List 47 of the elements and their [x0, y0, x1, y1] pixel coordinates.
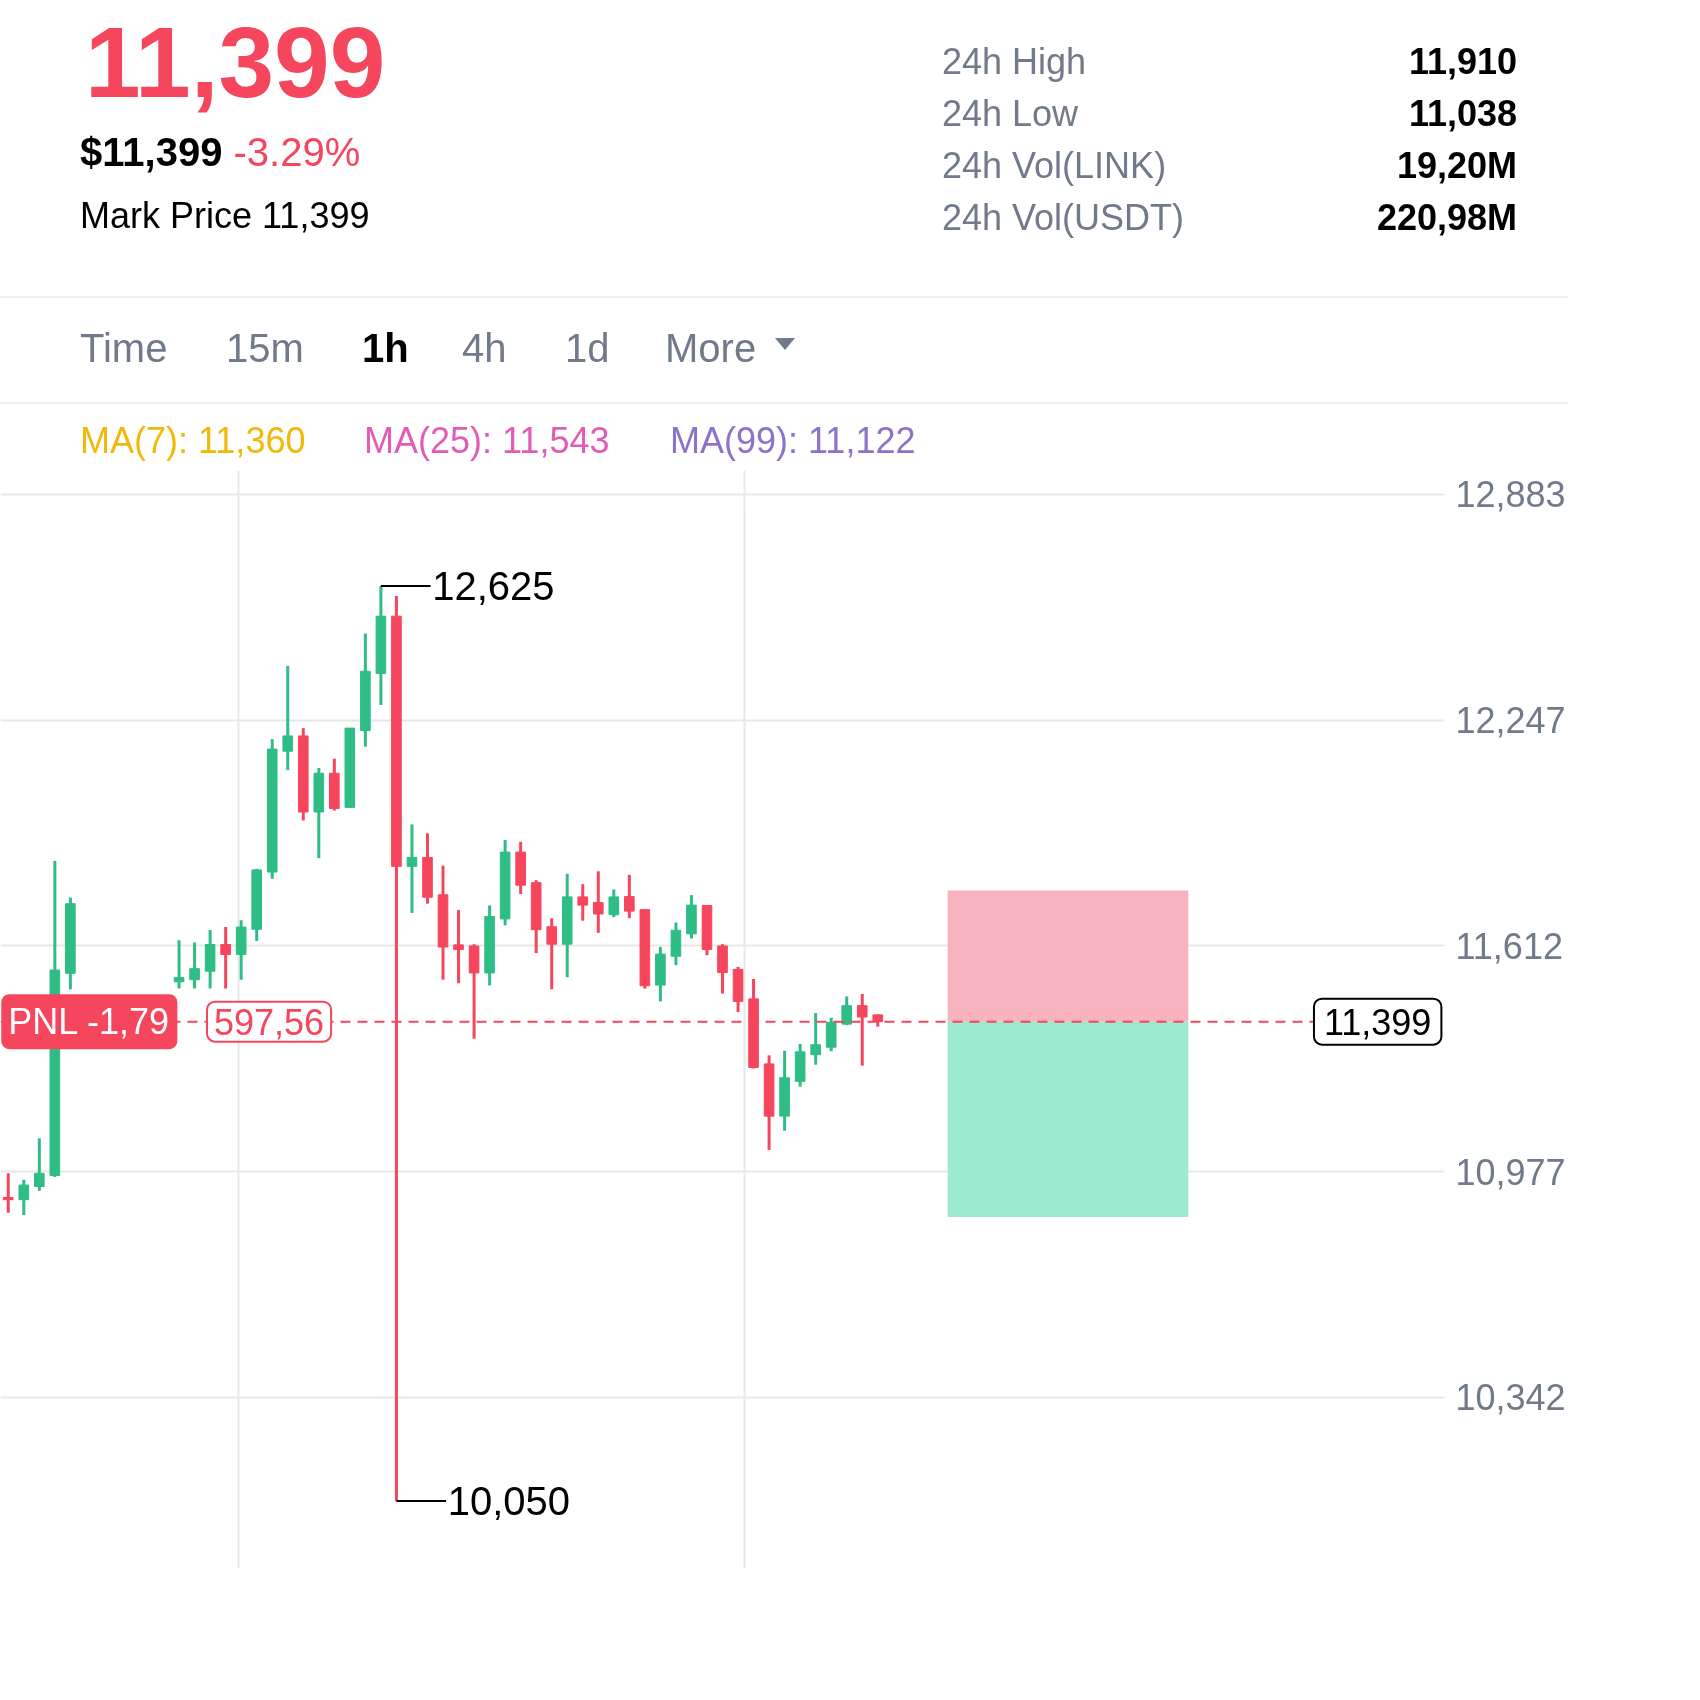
text: 19,20M: [1396, 145, 1517, 186]
text: MA(25): 11,543: [364, 420, 610, 461]
text: 11,038: [1408, 93, 1517, 134]
text: 220,98M: [1376, 197, 1517, 238]
y-tick-label: 12,883: [1455, 474, 1566, 516]
candlestick: [34, 1138, 45, 1191]
text: 11,910: [1408, 41, 1517, 82]
text: 1d: [565, 326, 610, 370]
candlestick: [173, 940, 185, 989]
annotation: PNL -1,79: [8, 1001, 170, 1043]
text: -3.29%: [233, 130, 361, 174]
text: 24h Low: [942, 93, 1079, 134]
annotation: 597,56: [214, 1001, 325, 1043]
text: 24h Vol(LINK): [942, 145, 1167, 186]
text: 1h: [362, 326, 409, 370]
y-tick-label: 10,342: [1455, 1377, 1566, 1419]
candlestick: [810, 1013, 821, 1065]
text: More: [665, 326, 757, 370]
candlestick: [841, 996, 853, 1027]
chart-title: 11,399: [85, 6, 386, 118]
candlestick: [406, 824, 418, 913]
text: 24h Vol(USDT): [942, 197, 1185, 238]
text: 4h: [462, 326, 507, 370]
y-tick-label: 11,612: [1455, 925, 1563, 967]
text: 15m: [226, 326, 304, 370]
candlestick: [2, 1173, 14, 1213]
annotation: 12,625: [432, 563, 555, 608]
candlestick: [592, 871, 604, 933]
text: 24h High: [942, 41, 1087, 82]
candlestick: [18, 1178, 30, 1215]
candlestick: [608, 889, 620, 919]
text: MA(99): 11,122: [670, 420, 916, 461]
candlestick: [282, 664, 294, 772]
candlestick: [577, 884, 589, 921]
candlestick: [220, 927, 231, 989]
annotation: 10,050: [447, 1478, 571, 1523]
candlestick: [453, 910, 464, 984]
candlestick: [546, 918, 558, 990]
ref-line-label: 11,399: [1323, 1001, 1432, 1043]
text: Mark Price 11,399: [80, 195, 370, 236]
candlestick: [189, 942, 200, 989]
candlestick: [624, 873, 635, 920]
y-tick-label: 12,247: [1455, 700, 1566, 742]
y-tick-label: 10,977: [1455, 1151, 1566, 1193]
text: Time: [80, 326, 168, 370]
text: $11,399: [80, 130, 223, 174]
text: MA(7): 11,360: [80, 420, 306, 461]
